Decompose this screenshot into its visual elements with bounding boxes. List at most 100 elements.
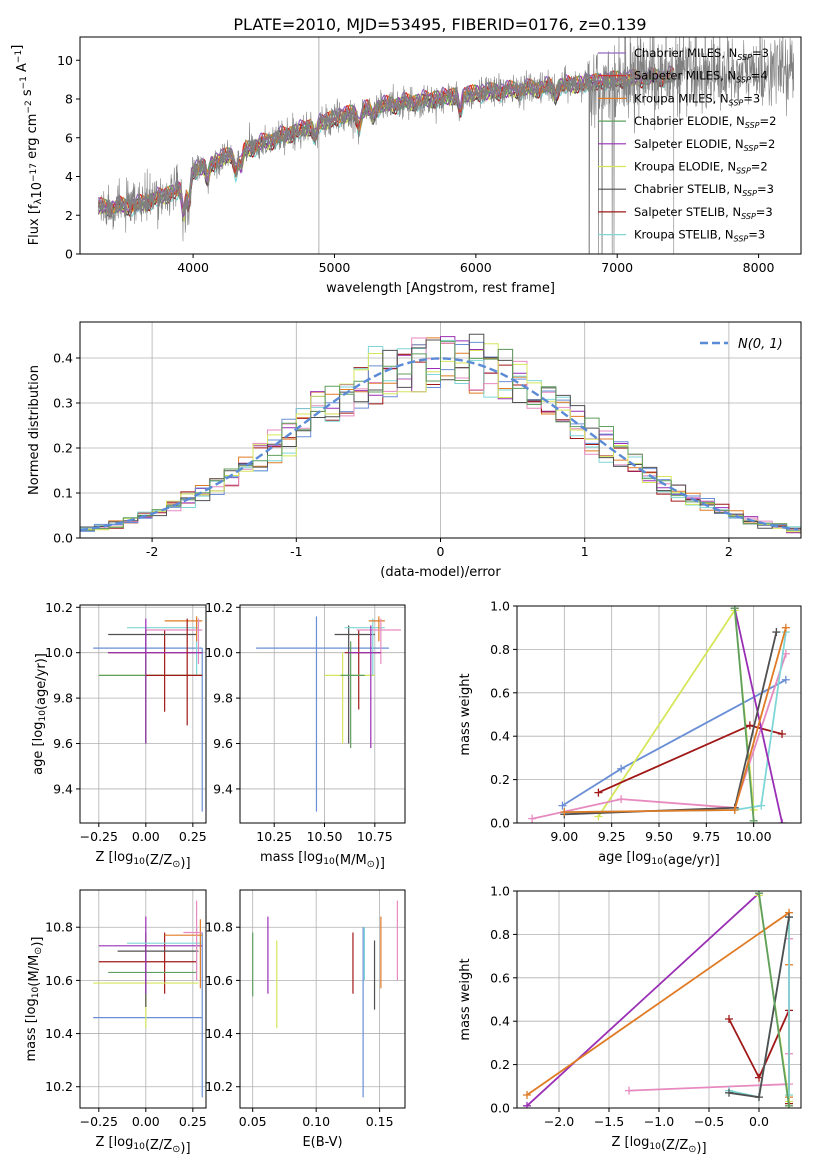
plot-area <box>240 605 405 823</box>
plot-area <box>240 890 405 1108</box>
x-tick-label: 2 <box>725 544 733 559</box>
legend-entry: Kroupa MILES, NSSP=3 <box>634 91 760 107</box>
x-tick-label: 8000 <box>743 260 775 275</box>
y-tick-label: 0.1 <box>53 486 73 501</box>
y-tick-label: 0.0 <box>490 816 510 831</box>
y-tick-label: 10.2 <box>45 1079 73 1094</box>
weight-vs-age-panel: 9.00 9.25 9.50 9.75 10.00 0.0 0.2 0.4 0.6 0.8 1.0 a… <box>458 599 802 868</box>
x-tick-label: 0.10 <box>302 1114 330 1129</box>
y-tick-label: 10.8 <box>205 920 233 935</box>
y-tick-label: 1.0 <box>490 884 510 899</box>
axes-frame <box>79 889 207 1109</box>
y-axis-label: age [log10(age/yr)] <box>31 653 49 775</box>
y-tick-label: 0.6 <box>490 685 510 700</box>
x-tick-label: −1.0 <box>644 1114 674 1129</box>
weight-line <box>564 631 787 813</box>
y-tick-label: 4 <box>65 169 73 184</box>
weight-marker <box>617 795 626 804</box>
weight-vs-metallicity-panel: −2.0 −1.5 −1.0 −0.5 0.0 0.0 0.2 0.4 0.6 0.8 1.0 Z [… <box>458 884 802 1156</box>
y-tick-label: 9.8 <box>53 691 73 706</box>
x-axis-label: wavelength [Angstrom, rest frame] <box>326 281 555 296</box>
y-tick-label: 10.0 <box>205 645 233 660</box>
x-axis-label: age [log10(age/yr)] <box>598 850 720 868</box>
y-tick-label: 10.4 <box>45 1026 73 1041</box>
mass-vs-metallicity-panel: −0.25 0.00 0.25 10.2 10.4 10.6 10.8 Z [log10(Z/… <box>24 889 207 1156</box>
weight-marker <box>523 1090 531 1099</box>
x-tick-label: 0.25 <box>179 829 207 844</box>
weight-marker <box>749 816 758 823</box>
y-tick-label: 0 <box>65 247 73 262</box>
mass-vs-ebv-panel: 0.05 0.10 0.15 10.2 10.4 10.6 10.8 E(B-V) <box>205 889 406 1150</box>
y-tick-label: 0.4 <box>53 351 73 366</box>
y-tick-label: 10.2 <box>45 600 73 615</box>
x-axis-label: E(B-V) <box>302 1135 342 1150</box>
weight-marker <box>755 1093 763 1102</box>
y-axis-label: Flux [fλ10−17 erg cm−2 s−1 A−1] <box>10 45 45 246</box>
legend-entry: Kroupa STELIB, NSSP=3 <box>634 228 765 244</box>
legend-entry: Chabrier ELODIE, NSSP=2 <box>634 114 776 130</box>
model-spectrum-line <box>97 70 674 217</box>
weight-line <box>597 607 755 817</box>
x-tick-label: 4000 <box>177 260 209 275</box>
axes-frame <box>239 889 406 1109</box>
x-tick-label: -2 <box>146 544 158 559</box>
weight-marker <box>730 805 739 814</box>
weight-marker <box>730 606 739 613</box>
residual-histogram <box>80 340 801 531</box>
weight-marker <box>560 808 569 817</box>
legend: N(0, 1) <box>700 337 783 352</box>
weight-marker <box>617 764 626 773</box>
legend-entry: Salpeter STELIB, NSSP=3 <box>634 205 773 221</box>
legend-entry: Salpeter ELODIE, NSSP=2 <box>634 137 775 153</box>
age-vs-metallicity-panel: −0.25 0.00 0.25 9.4 9.6 9.8 10.0 10.2 Z [log10(Z… <box>31 600 207 871</box>
y-tick-label: 10.2 <box>205 600 233 615</box>
x-tick-label: 0.05 <box>239 1114 267 1129</box>
weight-marker <box>625 1086 633 1095</box>
y-tick-label: 0.4 <box>490 1014 510 1029</box>
figure-title: PLATE=2010, MJD=53495, FIBERID=0176, z=0… <box>233 15 646 34</box>
plot-area <box>97 37 795 254</box>
x-axis-label: Z [log10(Z/Z⊙)] <box>95 1135 190 1156</box>
model-spectrum-line <box>98 71 674 218</box>
weight-marker <box>781 623 790 632</box>
y-tick-label: 2 <box>65 208 73 223</box>
weight-marker <box>745 721 754 730</box>
y-axis-label: mass weight <box>458 958 473 1040</box>
axes-frame <box>79 604 207 824</box>
legend-entry: N(0, 1) <box>738 337 783 352</box>
weight-marker <box>725 1015 733 1024</box>
weight-line <box>526 892 760 1107</box>
y-tick-label: 10.8 <box>45 920 73 935</box>
model-spectrum-line <box>97 70 675 220</box>
model-spectrum-line <box>97 70 675 218</box>
weight-marker <box>755 891 763 898</box>
x-tick-label: 0.00 <box>132 829 160 844</box>
y-tick-label: 10.2 <box>205 1079 233 1094</box>
weight-marker <box>523 1101 531 1108</box>
plot-area <box>80 605 206 823</box>
x-axis-label: Z [log10(Z/Z⊙)] <box>95 850 190 871</box>
plot-area <box>80 890 206 1108</box>
x-tick-label: 7000 <box>601 260 633 275</box>
weight-marker <box>558 801 567 810</box>
x-tick-label: 9.25 <box>598 829 626 844</box>
gaussian-curve <box>80 357 799 532</box>
x-tick-label: 9.75 <box>692 829 720 844</box>
y-tick-label: 9.6 <box>53 736 73 751</box>
legend-entry: Salpeter MILES, NSSP=4 <box>634 69 768 85</box>
y-tick-label: 9.4 <box>213 781 233 796</box>
weight-marker <box>528 814 537 823</box>
x-tick-label: −0.5 <box>694 1114 724 1129</box>
y-tick-label: 0.0 <box>53 531 73 546</box>
y-tick-label: 1.0 <box>490 599 510 614</box>
y-tick-label: 10.6 <box>205 973 233 988</box>
x-tick-label: 10.50 <box>307 829 343 844</box>
x-axis-label: Z [log10(Z/Z⊙)] <box>611 1135 706 1156</box>
legend-entry: Kroupa ELODIE, NSSP=2 <box>634 160 768 176</box>
y-tick-label: 0.8 <box>490 642 510 657</box>
weight-marker <box>785 913 793 922</box>
x-tick-label: 5000 <box>319 260 351 275</box>
residuals-panel: -2 -1 0 1 2 0.0 0.1 0.2 0.3 0.4 (data-model)/error… <box>27 321 802 580</box>
y-tick-label: 8 <box>65 92 73 107</box>
